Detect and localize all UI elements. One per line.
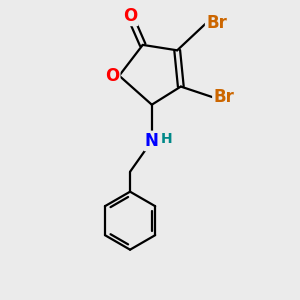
Text: O: O: [105, 67, 119, 85]
Text: N: N: [145, 132, 159, 150]
Text: Br: Br: [213, 88, 234, 106]
Text: H: H: [161, 133, 173, 146]
Text: Br: Br: [206, 14, 227, 32]
Text: O: O: [123, 7, 137, 25]
